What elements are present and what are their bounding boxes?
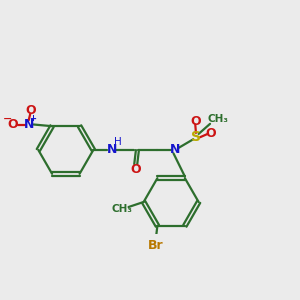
Text: O: O [130, 163, 141, 176]
Text: −: − [2, 114, 12, 124]
Text: N: N [106, 143, 117, 157]
Text: H: H [114, 136, 121, 147]
Text: CH₃: CH₃ [111, 204, 132, 214]
Text: O: O [206, 128, 216, 140]
Text: O: O [25, 104, 36, 117]
Text: CH₃: CH₃ [208, 115, 229, 124]
Text: O: O [190, 115, 201, 128]
Text: N: N [23, 118, 34, 131]
Text: S: S [191, 130, 201, 144]
Text: N: N [170, 143, 180, 157]
Text: Br: Br [148, 239, 164, 252]
Text: +: + [29, 114, 37, 123]
Text: O: O [8, 118, 18, 131]
